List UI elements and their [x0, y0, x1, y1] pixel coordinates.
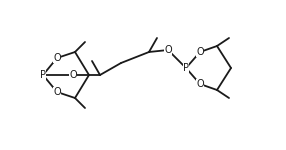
- Text: O: O: [53, 87, 61, 97]
- Text: O: O: [164, 45, 172, 55]
- Text: O: O: [196, 79, 204, 89]
- Text: O: O: [196, 47, 204, 57]
- Text: O: O: [69, 70, 77, 80]
- Text: P: P: [183, 63, 189, 73]
- Text: P: P: [40, 70, 46, 80]
- Text: O: O: [53, 53, 61, 63]
